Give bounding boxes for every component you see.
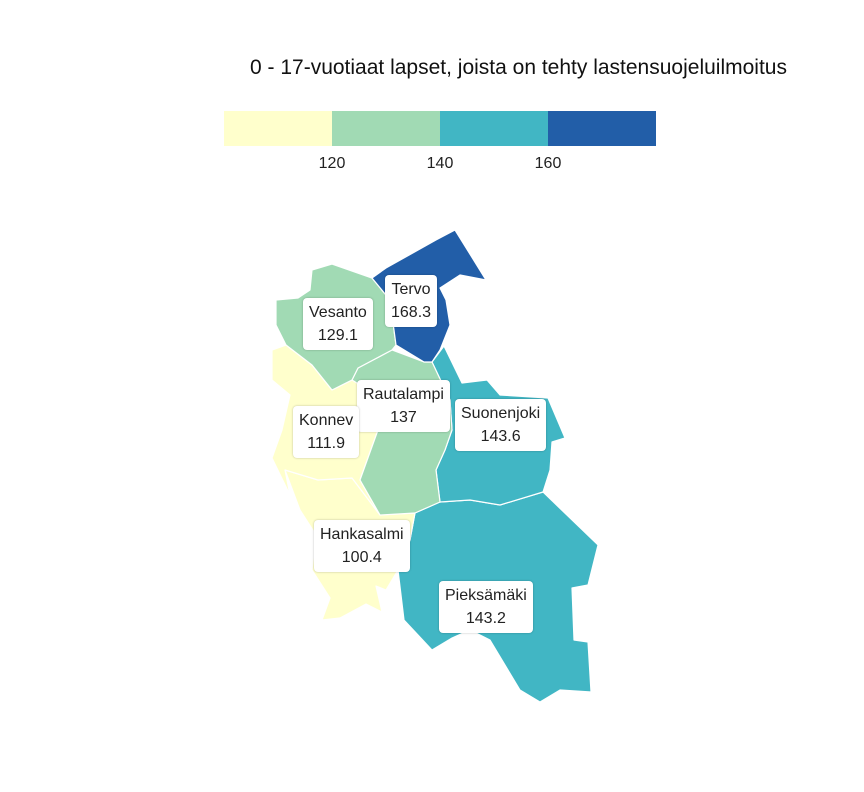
label-hankasalmi-value: 100.4 xyxy=(341,549,382,566)
label-rautalampi: Rautalampi 137 xyxy=(357,380,450,432)
map-title: 0 - 17-vuotiaat lapset, joista on tehty … xyxy=(250,56,787,79)
legend-tick-140: 140 xyxy=(426,155,454,172)
legend-swatch-1 xyxy=(224,111,332,146)
legend-swatch-4 xyxy=(548,111,656,146)
legend-tick-120: 120 xyxy=(318,155,346,172)
legend-swatch-3 xyxy=(440,111,548,146)
legend-bar xyxy=(224,111,656,146)
label-suonenjoki-value: 143.6 xyxy=(480,428,521,445)
label-konnevesi: Konnev 111.9 xyxy=(293,406,360,458)
label-hankasalmi: Hankasalmi 100.4 xyxy=(314,520,410,572)
label-tervo-name: Tervo xyxy=(391,281,431,298)
legend-tick-160: 160 xyxy=(534,155,562,172)
label-hankasalmi-name: Hankasalmi xyxy=(320,526,404,543)
label-pieksamaki: Pieksämäki 143.2 xyxy=(439,581,533,633)
label-vesanto-value: 129.1 xyxy=(317,327,358,344)
label-pieksamaki-name: Pieksämäki xyxy=(445,587,527,604)
label-konnevesi-name: Konnev xyxy=(299,412,354,429)
label-tervo-value: 168.3 xyxy=(391,304,432,321)
legend-swatch-2 xyxy=(332,111,440,146)
label-vesanto: Vesanto 129.1 xyxy=(303,298,373,350)
label-suonenjoki-name: Suonenjoki xyxy=(461,405,541,422)
label-vesanto-name: Vesanto xyxy=(309,304,367,321)
label-pieksamaki-value: 143.2 xyxy=(465,610,506,627)
label-rautalampi-name: Rautalampi xyxy=(363,386,444,403)
label-tervo: Tervo 168.3 xyxy=(385,275,438,327)
label-suonenjoki: Suonenjoki 143.6 xyxy=(455,399,547,451)
label-rautalampi-value: 137 xyxy=(390,409,417,426)
label-konnevesi-value: 111.9 xyxy=(307,435,345,452)
